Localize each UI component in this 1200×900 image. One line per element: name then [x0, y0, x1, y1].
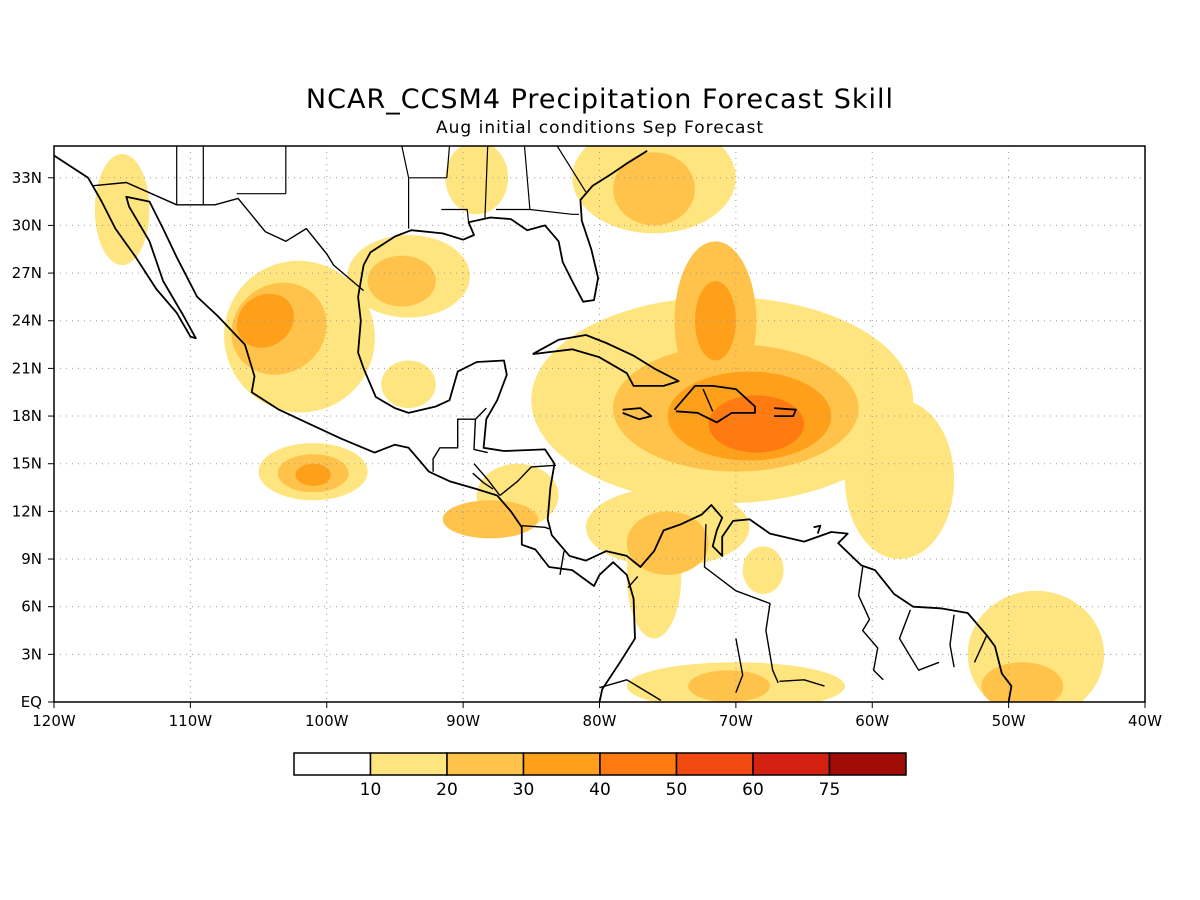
skill-region-level-2: [688, 670, 770, 702]
state-border: [446, 146, 451, 178]
lon-label: 40W: [1128, 712, 1162, 730]
lat-label: 9N: [21, 550, 42, 568]
lat-label: 27N: [12, 264, 42, 282]
coastline: [673, 384, 756, 424]
country-border: [898, 609, 940, 671]
skill-region-level-2: [367, 255, 436, 307]
map-subtitle: Aug initial conditions Sep Forecast: [436, 118, 764, 138]
lat-label: 21N: [12, 359, 42, 377]
skill-region-level-2: [442, 500, 539, 539]
colorbar-label: 75: [819, 780, 841, 800]
state-border: [484, 146, 489, 220]
colorbar-swatch: [446, 752, 525, 776]
skill-region-level-3: [694, 281, 736, 361]
coastlines: [54, 146, 1013, 702]
lon-label: 120W: [32, 712, 76, 730]
lat-label: 30N: [12, 216, 42, 234]
colorbar-swatch: [675, 752, 754, 776]
lat-label: EQ: [21, 693, 42, 711]
colorbar-swatch: [293, 752, 372, 776]
lat-label: 24N: [12, 312, 42, 330]
state-border: [441, 208, 470, 223]
latitude-labels: 33N 30N 27N 24N 21N 18N 15N 12N 9N 6N 3N EQ: [12, 169, 54, 711]
country-border: [473, 463, 501, 496]
skill-region-level-3: [295, 463, 331, 486]
country-border: [559, 550, 565, 576]
state-border: [495, 208, 579, 215]
map-title: NCAR_CCSM4 Precipitation Forecast Skill: [305, 84, 895, 115]
colorbar-label: 50: [666, 780, 688, 800]
coastline: [532, 334, 680, 387]
lat-label: 3N: [21, 645, 42, 663]
country-border: [93, 181, 365, 292]
skill-region-level-4: [708, 395, 805, 453]
state-border: [556, 146, 587, 193]
skill-region-level-1: [381, 360, 436, 409]
lat-label: 15N: [12, 455, 42, 473]
lat-label: 18N: [12, 407, 42, 425]
state-border: [401, 146, 410, 178]
colorbar-swatch: [599, 752, 678, 776]
state-border: [523, 146, 531, 210]
country-border: [627, 576, 639, 589]
colorbar-label: 60: [742, 780, 764, 800]
lat-label: 6N: [21, 598, 42, 616]
lon-label: 100W: [305, 712, 349, 730]
skill-region-level-1: [445, 146, 509, 215]
country-border: [735, 638, 744, 693]
country-border: [599, 679, 662, 701]
colorbar-swatch: [828, 752, 907, 776]
colorbar-label: 10: [360, 780, 382, 800]
country-border: [857, 566, 884, 681]
colorbar-label: 30: [513, 780, 535, 800]
longitude-labels: 120W 110W 100W 90W 80W 70W 60W 50W 40W: [32, 702, 1162, 730]
skill-region-level-2: [981, 662, 1064, 702]
country-border: [973, 635, 988, 663]
skill-shading: [94, 146, 1105, 702]
coastline: [813, 524, 822, 534]
coastline: [362, 150, 648, 303]
country-border: [702, 388, 714, 412]
country-border: [703, 524, 779, 684]
colorbar-swatch: [369, 752, 448, 776]
skill-region-level-1: [94, 153, 150, 266]
country-border: [432, 407, 487, 472]
coastline: [622, 407, 653, 421]
country-border: [949, 614, 955, 668]
coastline: [54, 154, 636, 702]
colorbar-swatch: [752, 752, 831, 776]
colorbar: 10 20 30 40 50 60 75: [293, 752, 907, 800]
lon-label: 110W: [169, 712, 213, 730]
coastline: [357, 264, 1013, 702]
lon-label: 70W: [719, 712, 753, 730]
country-border: [473, 419, 488, 454]
colorbar-label: 40: [589, 780, 611, 800]
country-border: [521, 525, 550, 530]
colorbar-label: 20: [436, 780, 458, 800]
colorbar-swatch: [522, 752, 601, 776]
country-border: [499, 464, 556, 497]
skill-region-level-1: [742, 546, 784, 594]
lon-label: 60W: [855, 712, 889, 730]
skill-region-level-3: [236, 293, 294, 348]
lon-label: 50W: [992, 712, 1026, 730]
lon-label: 80W: [583, 712, 617, 730]
skill-region-level-2: [613, 152, 695, 226]
coastline: [774, 407, 797, 418]
country-border: [472, 472, 494, 490]
skill-region-level-1: [844, 400, 955, 560]
lat-label: 33N: [12, 169, 42, 187]
lon-label: 90W: [446, 712, 480, 730]
lat-label: 12N: [12, 502, 42, 520]
country-border: [779, 679, 825, 687]
